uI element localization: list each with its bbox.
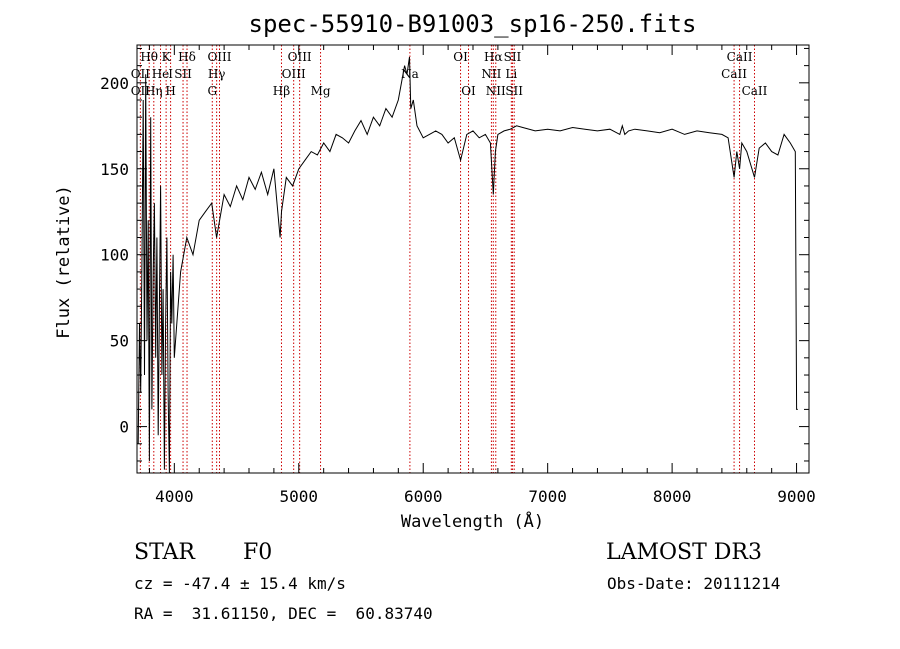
chart-title: spec-55910-B91003_sp16-250.fits <box>248 10 697 38</box>
spectral-line-label: CaII <box>721 67 747 81</box>
x-tick-label: 5000 <box>280 487 319 506</box>
spectral-line-label: He <box>152 67 170 81</box>
spectral-line-label: Li <box>505 67 517 81</box>
x-tick-label: 9000 <box>777 487 816 506</box>
spectral-line-markers <box>139 45 755 473</box>
spectral-line-label: SII <box>504 50 522 64</box>
object-class: STAR <box>134 540 195 565</box>
obs-date: Obs-Date: 20111214 <box>607 574 781 593</box>
spectral-line-label: Hβ <box>273 84 290 98</box>
coordinates: RA = 31.61150, DEC = 60.83740 <box>134 604 433 623</box>
x-tick-label: 8000 <box>653 487 692 506</box>
x-tick-label: 7000 <box>528 487 567 506</box>
spectral-line-label: CaII <box>742 84 768 98</box>
y-tick-label: 100 <box>100 246 129 265</box>
spectral-line-label: SII <box>505 84 523 98</box>
spectral-line-label: K <box>162 50 172 64</box>
spectral-line-label: Hθ <box>140 50 158 64</box>
spectral-line-label: OII <box>131 67 151 81</box>
spectral-line-label: SII <box>174 67 192 81</box>
object-subclass: F0 <box>243 540 273 565</box>
y-axis-ticks: 0 50 100 150 200 <box>100 47 809 462</box>
x-axis-label: Wavelength (Å) <box>400 512 545 532</box>
x-tick-label: 4000 <box>155 487 194 506</box>
spectral-line-label: OIII <box>207 50 231 64</box>
spectral-line-label: Hη <box>145 84 163 98</box>
spectral-line-label: I <box>168 67 173 81</box>
y-tick-label: 200 <box>100 74 129 93</box>
spectral-line-label: G <box>207 84 217 98</box>
spectral-line-label: NII <box>481 67 501 81</box>
spectral-line-label: Hδ <box>178 50 196 64</box>
spectral-line-label: Hα <box>484 50 503 64</box>
spectral-line-label: OIII <box>282 67 306 81</box>
spectral-line-label: OI <box>461 84 476 98</box>
redshift-readout: cz = -47.4 ± 15.4 km/s <box>134 574 346 593</box>
y-tick-label: 150 <box>100 160 129 179</box>
y-axis-label: Flux (relative) <box>54 185 74 339</box>
x-axis-ticks: 4000 5000 6000 7000 8000 9000 <box>148 45 816 506</box>
plot-frame <box>136 44 810 474</box>
y-tick-label: 0 <box>119 418 129 437</box>
survey-name: LAMOST DR3 <box>606 540 762 565</box>
spectral-line-label: H <box>165 84 175 98</box>
y-tick-label: 50 <box>110 332 129 351</box>
spectral-line-label: OIII <box>288 50 312 64</box>
x-tick-label: 6000 <box>404 487 443 506</box>
spectral-line-label: Mg <box>311 84 331 98</box>
spectral-line-label: CaII <box>727 50 753 64</box>
spectral-line-label: NII <box>486 84 506 98</box>
spectral-line-label: Hγ <box>208 67 226 81</box>
spectral-line-label: OI <box>453 50 468 64</box>
spectrum-line <box>137 56 798 474</box>
